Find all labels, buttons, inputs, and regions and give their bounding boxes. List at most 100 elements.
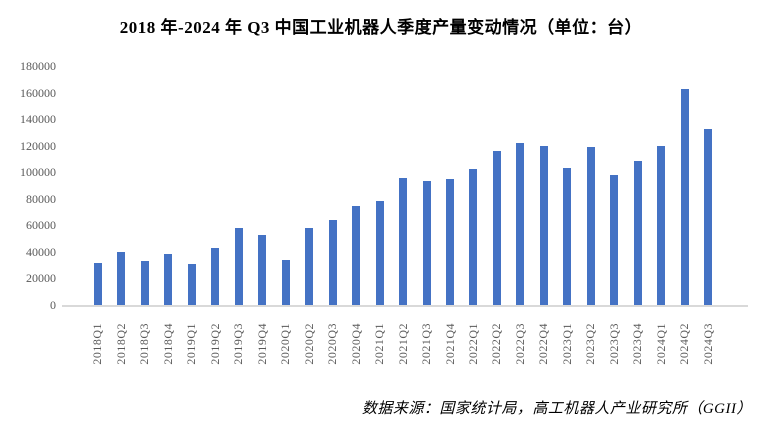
y-tick-label: 0 (50, 297, 56, 312)
x-tick-slot: 2022Q3 (509, 323, 532, 381)
x-tick-label: 2023Q4 (630, 323, 645, 365)
bar (375, 200, 384, 305)
x-tick-slot: 2022Q2 (485, 323, 508, 381)
source-note: 数据来源：国家统计局，高工机器人产业研究所（GGII） (361, 401, 752, 417)
x-tick-slot: 2021Q1 (368, 323, 391, 381)
chart-body: 180000 160000 140000 120000 100000 80000 60000… (6, 59, 748, 381)
bar (352, 206, 361, 305)
bar (328, 219, 337, 305)
x-tick-label: 2024Q2 (677, 323, 692, 365)
x-tick-slot: 2023Q1 (556, 323, 579, 381)
x-tick-slot: 2018Q4 (156, 323, 179, 381)
bar (422, 181, 431, 305)
bar (539, 146, 548, 305)
x-tick-slot: 2023Q2 (579, 323, 602, 381)
bar-slot (697, 66, 720, 305)
x-tick-label: 2020Q3 (325, 323, 340, 365)
bar (657, 145, 666, 305)
bar (586, 147, 595, 305)
x-tick-label: 2019Q3 (231, 323, 246, 365)
bar (516, 142, 525, 305)
y-tick-label: 140000 (20, 112, 56, 127)
x-tick-slot: 2020Q4 (344, 323, 367, 381)
y-tick-label: 80000 (26, 191, 56, 206)
bar-slot (650, 66, 673, 305)
bar-slot (203, 66, 226, 305)
x-tick-slot: 2020Q3 (321, 323, 344, 381)
x-tick-slot: 2021Q2 (391, 323, 414, 381)
bar (305, 228, 314, 305)
y-tick-label: 100000 (20, 165, 56, 180)
x-tick-slot: 2023Q3 (603, 323, 626, 381)
bar-slot (368, 66, 391, 305)
bar (446, 178, 454, 305)
x-tick-label: 2020Q4 (348, 323, 363, 365)
bar (258, 234, 267, 305)
x-tick-label: 2020Q2 (301, 323, 316, 365)
bar-slot (438, 66, 461, 305)
bar (633, 160, 642, 305)
x-tick-label: 2019Q1 (184, 323, 199, 365)
bar-series (86, 66, 720, 305)
plot-area (62, 66, 748, 307)
x-tick-slot: 2019Q3 (227, 323, 250, 381)
bar-slot (556, 66, 579, 305)
bar (234, 228, 243, 305)
bar (140, 260, 149, 305)
x-tick-label: 2023Q3 (606, 323, 621, 365)
x-axis: 2018Q1 2018Q2 2018Q3 2018Q4 2019Q1 2019Q2 2019… (86, 323, 720, 381)
bar-slot (297, 66, 320, 305)
bar (469, 169, 478, 305)
x-tick-label: 2022Q3 (512, 323, 527, 365)
bar (704, 128, 713, 305)
bar (164, 253, 173, 305)
bar-slot (156, 66, 179, 305)
bar-slot (626, 66, 649, 305)
x-tick-label: 2021Q2 (395, 323, 410, 365)
x-tick-label: 2023Q2 (583, 323, 598, 365)
bar-slot (415, 66, 438, 305)
x-tick-label: 2018Q3 (137, 323, 152, 365)
x-tick-slot: 2021Q4 (438, 323, 461, 381)
x-tick-label: 2018Q4 (160, 323, 175, 365)
x-tick-slot: 2018Q2 (109, 323, 132, 381)
bar-slot (227, 66, 250, 305)
y-tick-label: 180000 (20, 59, 56, 73)
x-tick-slot: 2022Q4 (532, 323, 555, 381)
bar (117, 251, 126, 305)
y-tick-label: 20000 (26, 271, 56, 286)
y-tick-label: 60000 (26, 218, 56, 233)
x-tick-slot: 2024Q1 (650, 323, 673, 381)
x-tick-label: 2024Q3 (700, 323, 715, 365)
bar-slot (250, 66, 273, 305)
x-tick-slot: 2023Q4 (626, 323, 649, 381)
bar (281, 259, 290, 305)
bar-slot (579, 66, 602, 305)
x-tick-slot: 2019Q2 (203, 323, 226, 381)
x-tick-label: 2023Q1 (559, 323, 574, 365)
bar (680, 88, 689, 305)
x-tick-slot: 2024Q2 (673, 323, 696, 381)
x-tick-slot: 2020Q1 (274, 323, 297, 381)
x-tick-slot: 2019Q1 (180, 323, 203, 381)
bar (492, 151, 501, 305)
y-tick-label: 40000 (26, 244, 56, 259)
x-tick-slot: 2018Q1 (86, 323, 109, 381)
x-tick-label: 2021Q3 (419, 323, 434, 365)
x-tick-slot: 2022Q1 (462, 323, 485, 381)
bar-slot (133, 66, 156, 305)
x-tick-label: 2019Q4 (254, 323, 269, 365)
x-tick-slot: 2021Q3 (415, 323, 438, 381)
bar (211, 248, 220, 305)
x-tick-slot: 2019Q4 (250, 323, 273, 381)
bar-slot (532, 66, 555, 305)
x-tick-slot: 2018Q3 (133, 323, 156, 381)
bar-slot (109, 66, 132, 305)
bar-slot (321, 66, 344, 305)
x-tick-label: 2021Q4 (442, 323, 457, 365)
y-axis: 180000 160000 140000 120000 100000 80000 60000… (6, 59, 62, 312)
chart-title: 2018 年-2024 年 Q3 中国工业机器人季度产量变动情况（单位：台） (119, 18, 643, 37)
bar-slot (344, 66, 367, 305)
x-tick-slot: 2020Q2 (297, 323, 320, 381)
